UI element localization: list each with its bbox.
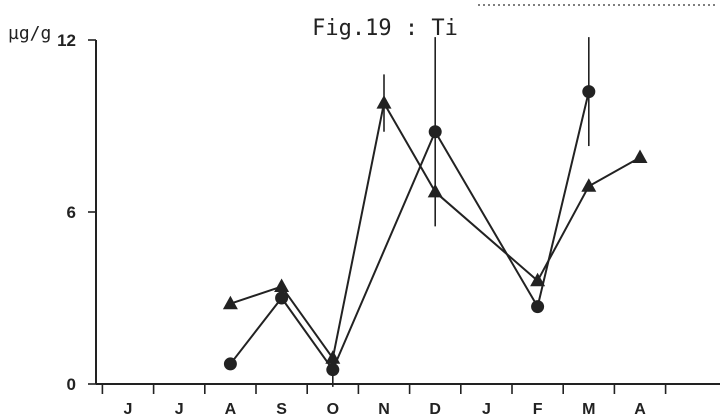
y-tick-label: 0	[67, 375, 76, 394]
series-line	[230, 102, 641, 360]
data-point	[531, 300, 545, 314]
data-point	[581, 178, 597, 192]
series-line	[229, 91, 590, 371]
data-point	[275, 291, 289, 305]
data-point	[582, 85, 596, 99]
data-point	[376, 95, 392, 109]
x-tick-label: O	[327, 401, 339, 417]
data-point	[325, 350, 341, 364]
y-ticks: 0 6 12	[57, 31, 96, 394]
x-tick-label: N	[378, 401, 390, 417]
series-circle	[223, 37, 596, 387]
data-point	[427, 183, 443, 198]
x-tick-label: D	[429, 401, 441, 417]
x-tick-label: A	[225, 401, 237, 417]
x-tick-label: S	[276, 401, 287, 417]
data-point	[326, 363, 340, 377]
data-point	[428, 125, 442, 139]
x-tick-label: J	[482, 401, 491, 417]
series-group	[222, 37, 648, 387]
y-tick-label: 12	[57, 31, 76, 50]
y-tick-label: 6	[67, 203, 76, 222]
data-point	[530, 272, 546, 287]
series-triangle	[222, 74, 648, 364]
x-tick-label: F	[533, 401, 543, 417]
x-tick-label: J	[175, 401, 184, 417]
data-point	[632, 149, 648, 164]
x-tick-label: M	[582, 401, 595, 417]
data-point	[274, 278, 290, 293]
axes	[95, 40, 720, 385]
x-tick-label: A	[634, 401, 646, 417]
data-point	[222, 295, 238, 310]
data-point	[223, 357, 237, 371]
x-tick-label: J	[124, 401, 133, 417]
y-unit-label: µg/g	[8, 23, 51, 44]
chart-title: Fig.19 : Ti	[312, 16, 458, 41]
